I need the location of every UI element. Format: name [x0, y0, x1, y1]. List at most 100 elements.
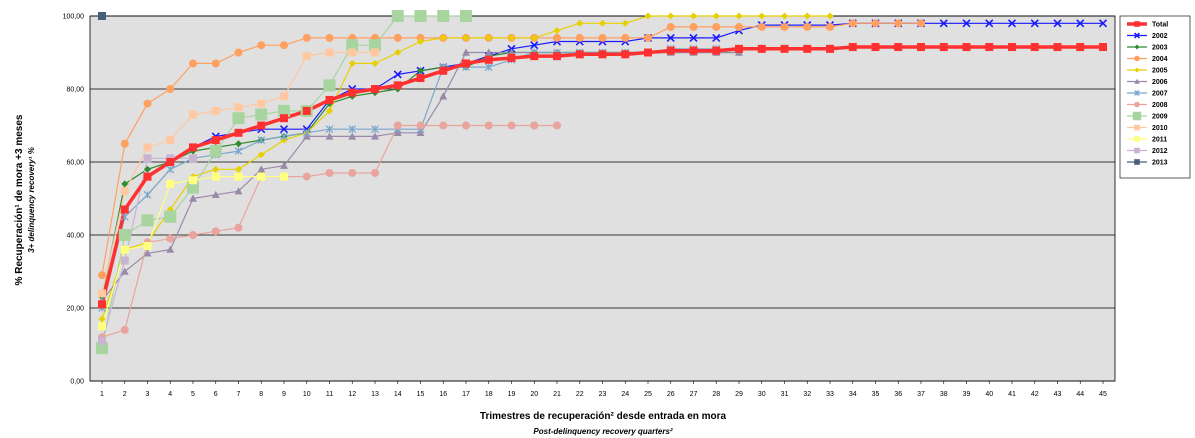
data-point-2009: [141, 214, 154, 227]
data-point-2009: [391, 10, 404, 22]
data-point-2005: [690, 12, 697, 20]
legend-marker-2012: [1134, 147, 1140, 154]
data-point-2008: [211, 227, 220, 236]
legend-label-2004: 2004: [1152, 56, 1168, 63]
data-point-2009: [255, 108, 268, 121]
x-tick-label: 31: [781, 391, 789, 398]
data-point-total: [780, 44, 789, 53]
data-point-2011: [280, 172, 288, 181]
data-point-2004: [416, 33, 425, 42]
x-tick-label: 37: [917, 391, 925, 398]
data-point-2006: [211, 190, 220, 199]
data-point-2008: [462, 121, 470, 130]
data-point-2010: [234, 103, 243, 112]
data-point-2004: [871, 19, 880, 28]
data-point-2004: [234, 48, 243, 57]
data-point-total: [166, 158, 175, 166]
data-point-2006: [439, 92, 448, 100]
x-tick-label: 36: [894, 391, 902, 398]
data-point-2004: [689, 22, 698, 31]
data-point-2012: [189, 154, 197, 163]
x-tick-label: 2: [123, 391, 127, 398]
data-point-2007: [484, 63, 493, 72]
data-point-2008: [325, 168, 334, 177]
data-point-2011: [257, 172, 266, 181]
data-point-2002: [1007, 19, 1017, 28]
legend-label-2010: 2010: [1152, 125, 1168, 132]
x-tick-label: 3: [146, 391, 150, 398]
data-point-2002: [666, 33, 675, 42]
data-point-2010: [189, 110, 197, 119]
x-tick-label: 44: [1076, 391, 1084, 398]
x-tick-label: 8: [259, 391, 263, 398]
data-point-2013: [98, 12, 106, 20]
data-point-2006: [166, 245, 175, 253]
data-point-2004: [757, 22, 766, 31]
data-point-2011: [166, 179, 175, 188]
data-point-2004: [280, 41, 288, 50]
data-point-2010: [257, 99, 266, 108]
x-tick-label: 21: [553, 391, 561, 398]
gridlines: [89, 15, 1116, 382]
data-point-2003: [144, 165, 151, 173]
data-point-2010: [120, 187, 129, 196]
data-point-2005: [553, 27, 561, 35]
data-point-2005: [826, 12, 834, 20]
data-point-2009: [232, 112, 245, 125]
x-tick-label: 25: [644, 391, 652, 398]
data-point-2009: [118, 229, 131, 241]
data-point-2005: [667, 12, 675, 20]
data-point-total: [826, 44, 834, 53]
data-point-total: [234, 128, 243, 137]
x-tick-label: 30: [758, 391, 766, 398]
data-point-2004: [803, 22, 812, 31]
data-point-2004: [302, 33, 311, 42]
legend-marker-2010: [1134, 124, 1140, 131]
data-point-2009: [187, 181, 199, 194]
data-point-2002: [393, 70, 402, 79]
data-point-2006: [325, 132, 334, 140]
data-point-2007: [234, 147, 243, 155]
data-point-total: [507, 53, 516, 62]
data-point-total: [598, 50, 607, 59]
data-point-total: [962, 43, 971, 52]
data-point-2004: [189, 59, 197, 68]
y-tick-label: 40,00: [66, 233, 84, 240]
legend-label-2003: 2003: [1152, 45, 1168, 52]
data-point-2005: [712, 12, 720, 20]
data-point-2008: [416, 121, 425, 130]
data-point-total: [735, 44, 743, 53]
x-tick-labels: 1 2 3 4 5 6 7 8 9 10 11 12 13 14 15 16 17 18 19 20 21 22 23 24 2…: [100, 381, 1107, 398]
data-point-2004: [780, 22, 789, 31]
data-point-2009: [460, 10, 472, 22]
data-point-total: [325, 95, 334, 104]
data-point-2007: [143, 190, 152, 199]
data-point-2002: [939, 19, 948, 28]
x-tick-label: 29: [735, 391, 743, 398]
data-point-2009: [437, 10, 450, 22]
x-tick-label: 1: [100, 391, 104, 398]
data-point-2008: [166, 234, 175, 243]
data-point-2006: [484, 48, 493, 56]
data-point-2009: [164, 210, 177, 223]
y-tick-label: 0,00: [70, 379, 84, 386]
data-point-total: [120, 205, 129, 214]
data-point-2005: [394, 49, 402, 56]
data-point-2005: [257, 151, 265, 159]
data-point-2010: [280, 92, 288, 101]
data-point-2004: [325, 33, 334, 42]
legend-label-2007: 2007: [1152, 91, 1168, 98]
data-point-2008: [189, 231, 197, 239]
data-point-2011: [98, 322, 106, 331]
data-point-2010: [302, 52, 311, 61]
data-point-2002: [712, 33, 721, 42]
data-point-2002: [302, 125, 311, 134]
data-point-total: [689, 46, 698, 55]
data-point-2005: [576, 19, 584, 27]
data-point-total: [530, 52, 539, 61]
x-tick-label: 5: [191, 391, 195, 398]
data-point-total: [416, 74, 425, 83]
x-tick-label: 9: [282, 391, 286, 398]
x-tick-label: 15: [417, 391, 425, 398]
data-point-2008: [302, 172, 311, 181]
